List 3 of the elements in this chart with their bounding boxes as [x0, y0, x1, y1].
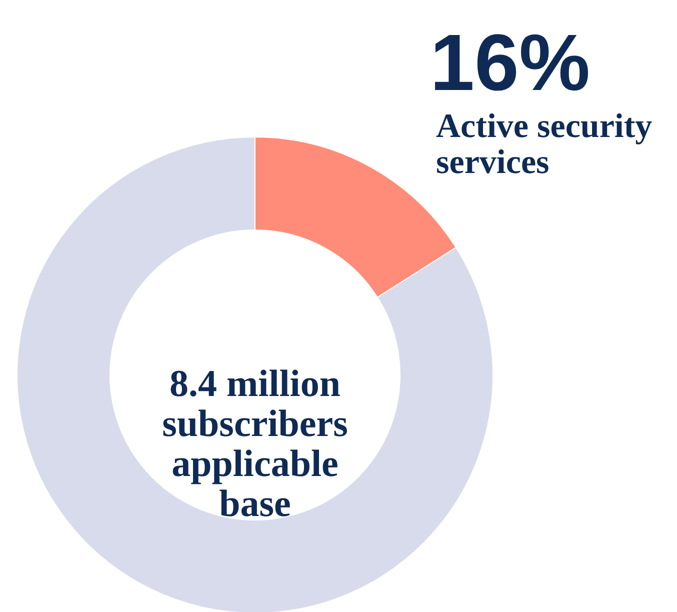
text: 8.4 million subscribers applicable base: [162, 363, 348, 525]
data-label: 16%: [430, 18, 590, 107]
slice-label: Active security services: [436, 108, 652, 181]
